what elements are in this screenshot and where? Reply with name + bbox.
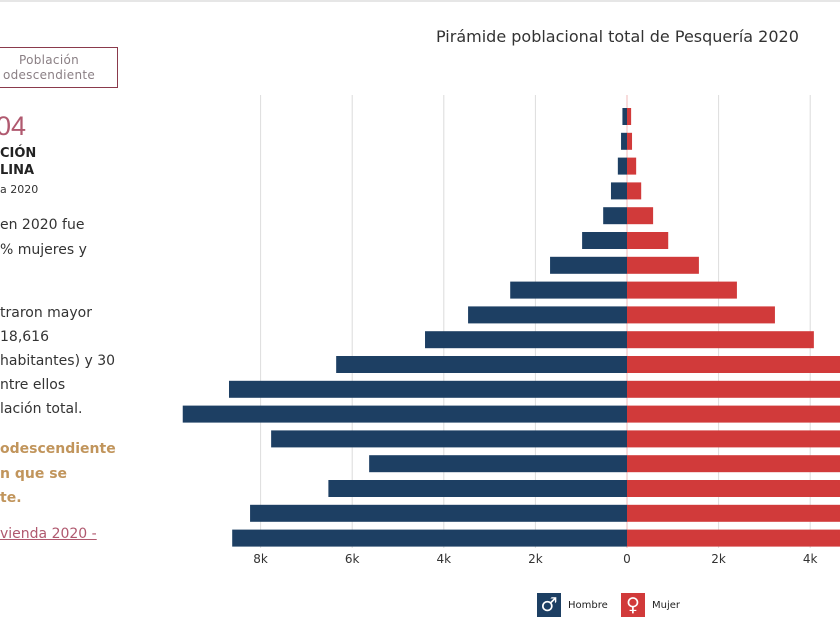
bar-mujer [627,182,642,200]
bar-mujer [627,256,699,274]
bar-mujer [627,480,840,497]
paragraph2-line: ntre ellos [0,377,66,393]
paragraph2-line: 18,616 [0,329,49,345]
poblacion-afrodescendiente-button[interactable]: Población odescendiente [0,47,118,88]
paragraph2-line: habitantes) y 30 [0,353,116,369]
bar-hombre [228,380,628,398]
x-tick-label: 2k [528,552,543,566]
bar-hombre [550,256,627,274]
tab-button-line-1: Población [18,53,80,67]
x-tick-label: 6k [345,552,360,566]
x-tick-label: 8k [253,552,268,566]
bar-mujer [627,281,737,299]
highlight-line: odescendiente [0,441,116,457]
bar-hombre [182,405,628,423]
bar-mujer [627,430,840,448]
bar-mujer [627,455,840,473]
legend-label-hombre: Hombre [568,599,608,611]
bar-mujer [627,207,654,225]
chart-title: Pirámide poblacional total de Pesquería … [436,27,799,46]
bar-hombre [582,232,627,249]
bar-hombre [621,132,627,150]
x-tick-label: 2k [711,552,726,566]
highlight-line: n que se [0,466,68,482]
bar-mujer [627,132,633,150]
heading-line-2: LINA [0,163,35,178]
heading-line-1: CIÓN [0,146,37,161]
legend-label-mujer: Mujer [652,599,681,611]
bar-hombre [232,529,628,547]
bar-mujer [627,405,840,423]
tab-button-line-2: odescendiente [2,68,96,82]
paragraph1-line: % mujeres y [0,242,87,258]
x-tick-label: 4k [437,552,452,566]
legend-item-hombre[interactable]: ♂ Hombre [537,593,608,617]
big-number: 04 [0,111,27,141]
bar-hombre [622,108,627,125]
bar-hombre [468,306,627,324]
paragraph2-line: lación total. [0,401,83,417]
bar-mujer [627,529,840,547]
source-link[interactable]: vienda 2020 - [0,526,97,542]
legend-item-mujer[interactable]: ♀ Mujer [621,593,680,617]
bar-hombre [510,281,627,299]
bar-mujer [627,157,637,175]
bar-mujer [627,306,775,324]
bar-hombre [250,504,628,522]
male-symbol-icon: ♂ [537,593,561,617]
bar-hombre [425,331,627,349]
female-symbol-icon: ♀ [621,593,645,617]
bar-mujer [627,232,669,249]
subheading: a 2020 [0,183,39,196]
paragraph1-line: en 2020 fue [0,217,85,233]
paragraph2-line: traron mayor [0,305,92,321]
bar-mujer [627,380,840,398]
x-tick-label: 0 [623,552,631,566]
bar-hombre [336,356,627,373]
bar-hombre [617,157,627,175]
bar-hombre [369,455,627,473]
bar-mujer [627,504,840,522]
highlight-line: te. [0,490,22,506]
bar-hombre [271,430,627,448]
bar-mujer [627,108,632,125]
top-divider [0,0,840,2]
bar-hombre [610,182,627,200]
bar-mujer [627,356,840,373]
bar-hombre [603,207,627,225]
bar-hombre [328,480,627,497]
x-tick-label: 4k [803,552,818,566]
bar-mujer [627,331,814,349]
